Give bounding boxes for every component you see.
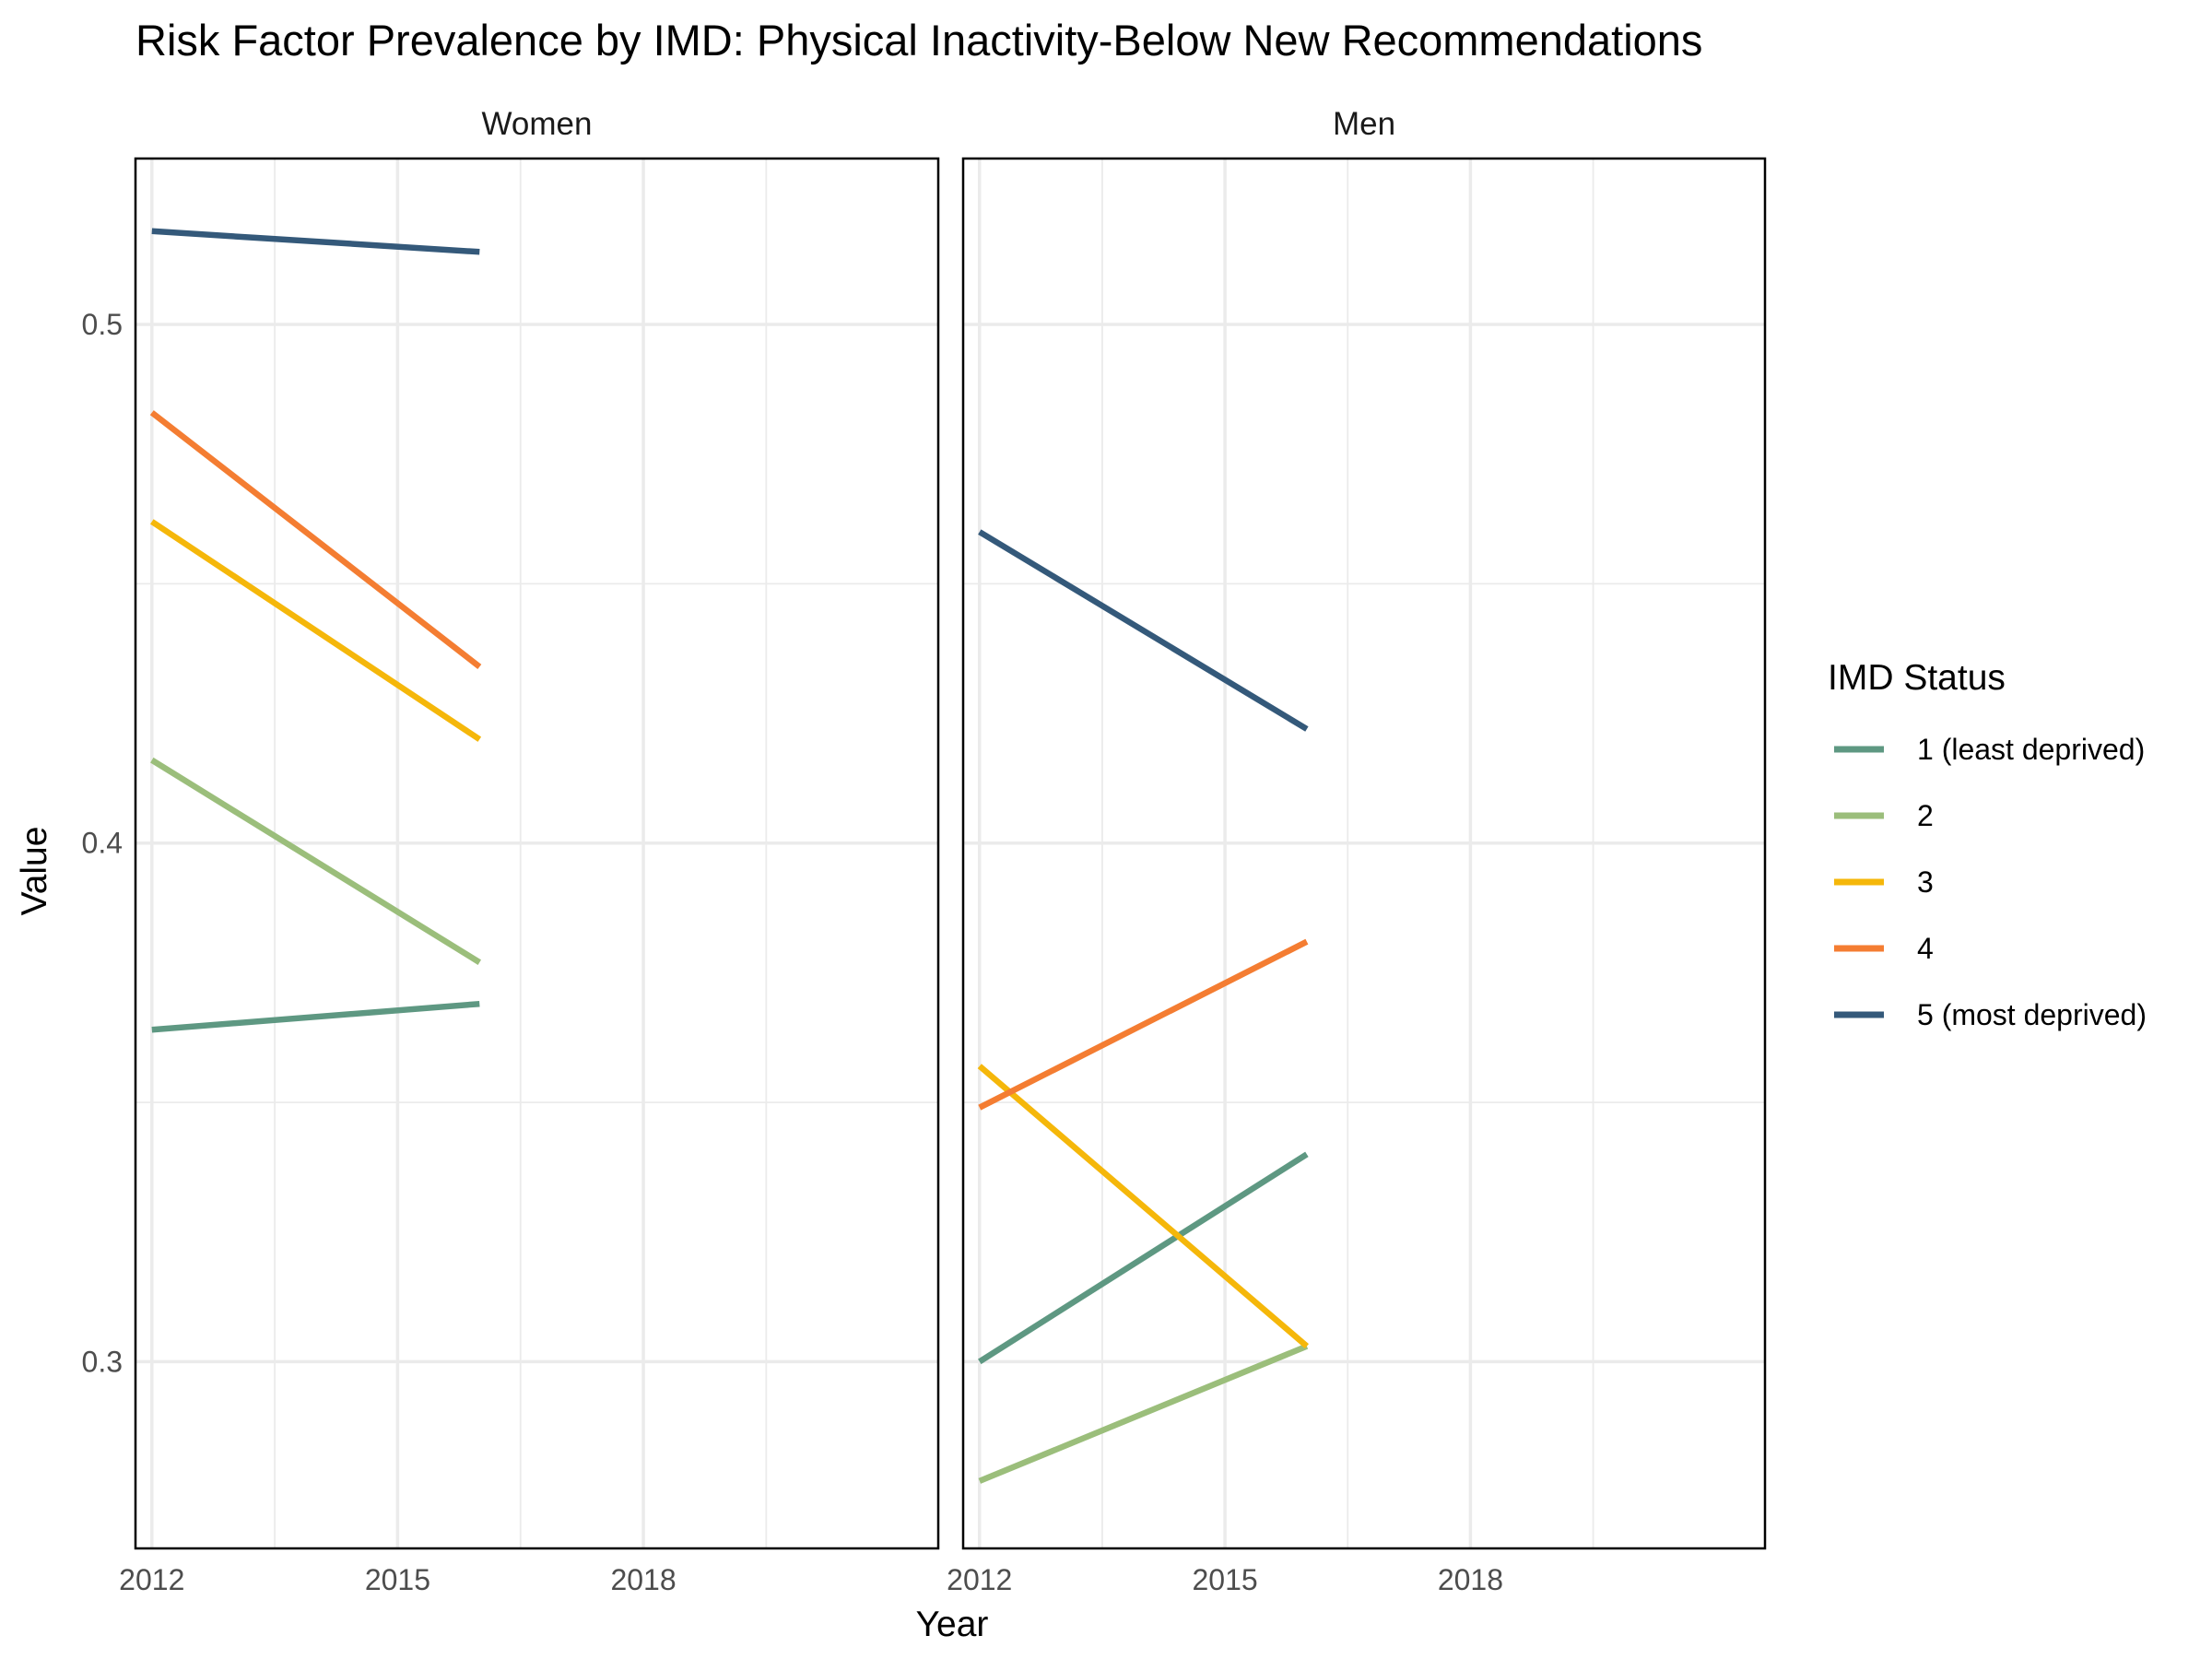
x-tick-label: 2018 <box>610 1563 676 1596</box>
series-line-imd-3 <box>977 1064 1310 1349</box>
legend-label: 3 <box>1917 865 1934 899</box>
series-line-imd-1 <box>978 1151 1309 1365</box>
legend-item: 3 <box>1834 865 1934 899</box>
x-tick-label: 2015 <box>1192 1563 1257 1596</box>
series-lines <box>977 529 1310 1484</box>
series-line-imd-5 <box>978 529 1309 732</box>
x-tick-label: 2018 <box>1438 1563 1503 1596</box>
series-line-imd-1 <box>151 1000 480 1033</box>
legend-item: 5 (most deprived) <box>1834 998 2147 1031</box>
legend-item: 2 <box>1834 799 1934 832</box>
legend-label: 2 <box>1917 799 1934 832</box>
x-tick-label: 2012 <box>947 1563 1012 1596</box>
legend-items: 1 (least deprived) 2 3 4 5 (most deprived) <box>1834 733 2147 1031</box>
series-line-imd-4 <box>149 410 482 669</box>
y-axis-title: Value <box>15 827 54 916</box>
panel-border <box>134 157 940 1550</box>
panel-border <box>961 157 1767 1550</box>
legend-item: 4 <box>1834 932 1934 965</box>
legend: IMD Status 1 (least deprived) 2 3 4 5 (most … <box>1828 658 2147 1031</box>
panels: Women 2012 2015 2018 0.3 0.4 0.5 Men 2012 2015 201… <box>82 106 1767 1596</box>
panel-women: Women 2012 2015 2018 0.3 0.4 0.5 <box>82 106 940 1596</box>
panel-strip-label: Women <box>482 106 593 142</box>
panel-strip-label: Men <box>1333 106 1395 142</box>
legend-item: 1 (least deprived) <box>1834 733 2145 766</box>
series-lines <box>149 228 482 1033</box>
legend-label: 5 (most deprived) <box>1917 998 2147 1031</box>
series-line-imd-2 <box>978 1343 1309 1484</box>
gridlines <box>135 159 938 1548</box>
series-line-imd-5 <box>151 228 480 255</box>
y-tick-label: 0.5 <box>82 308 123 341</box>
x-tick-label: 2012 <box>119 1563 184 1596</box>
legend-label: 4 <box>1917 932 1934 965</box>
x-tick-label: 2015 <box>365 1563 430 1596</box>
legend-label: 1 (least deprived) <box>1917 733 2145 766</box>
y-tick-label: 0.3 <box>82 1345 123 1378</box>
series-line-imd-2 <box>150 757 482 965</box>
chart-title: Risk Factor Prevalence by IMD: Physical … <box>135 16 1702 65</box>
series-line-imd-4 <box>978 938 1309 1111</box>
y-tick-label: 0.4 <box>82 827 123 860</box>
gridlines <box>963 159 1765 1548</box>
panel-men: Men 2012 2015 2018 <box>947 106 1767 1596</box>
legend-title: IMD Status <box>1828 658 2006 698</box>
x-axis-title: Year <box>916 1605 989 1644</box>
series-line-imd-3 <box>150 519 482 742</box>
